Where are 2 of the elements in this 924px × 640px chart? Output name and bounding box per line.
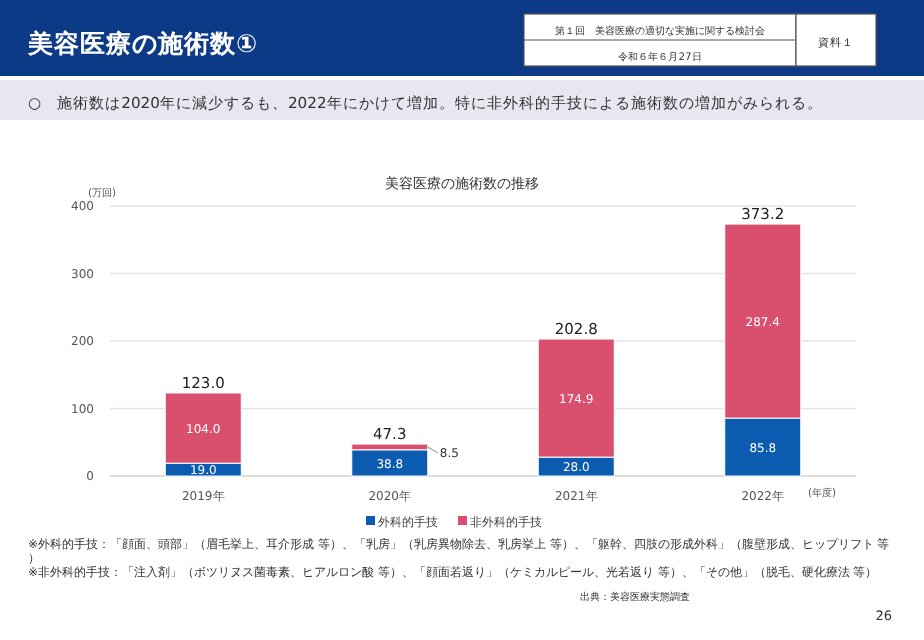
bar [351,449,429,477]
annotation: 美容医療の施術数① [28,28,258,58]
